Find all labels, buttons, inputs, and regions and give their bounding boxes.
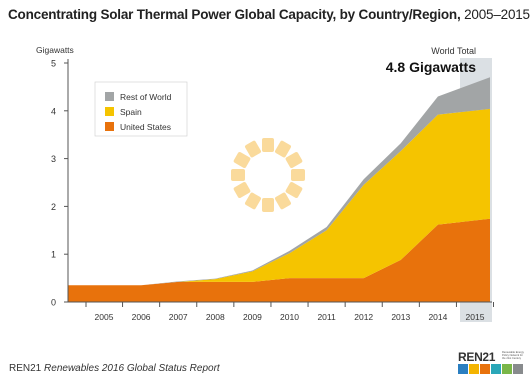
legend-label: United States — [120, 122, 171, 132]
chart-title: Concentrating Solar Thermal Power Global… — [8, 7, 530, 22]
area-series-rest-of-world — [68, 77, 490, 286]
y-tick-label: 0 — [51, 298, 56, 308]
sun-petal-icon — [233, 182, 251, 198]
sun-petal-icon — [285, 182, 303, 198]
sun-petal-icon — [291, 169, 305, 181]
sun-petal-icon — [275, 140, 291, 158]
sun-petal-icon — [285, 152, 303, 168]
x-tick-label: 2005 — [95, 312, 114, 322]
sun-petal-icon — [245, 140, 261, 158]
sun-petal-icon — [231, 169, 245, 181]
world-total-value: 4.8 Gigawatts — [386, 59, 476, 75]
sun-petal-icon — [275, 192, 291, 210]
y-tick-label: 4 — [51, 106, 56, 116]
y-axis-label: Gigawatts — [36, 45, 74, 55]
x-tick-label: 2010 — [280, 312, 299, 322]
chart-title-main: Concentrating Solar Thermal Power Global… — [8, 7, 461, 22]
y-tick-label: 1 — [51, 250, 56, 260]
y-tick-label: 5 — [51, 59, 56, 69]
x-tick-label: 2009 — [243, 312, 262, 322]
source-citation: REN21 Renewables 2016 Global Status Repo… — [9, 363, 220, 374]
x-tick-label: 2014 — [428, 312, 447, 322]
legend-swatch — [105, 92, 114, 101]
logo-square-orange — [480, 364, 490, 374]
x-tick-label: 2012 — [354, 312, 373, 322]
sun-petal-icon — [233, 152, 251, 168]
x-tick-label: 2007 — [169, 312, 188, 322]
source-publication: Renewables 2016 Global Status Report — [44, 363, 220, 374]
source-org: REN21 — [9, 363, 42, 374]
area-series-spain — [68, 108, 490, 286]
y-tick-label: 2 — [51, 202, 56, 212]
legend-swatch — [105, 122, 114, 131]
x-tick-label: 2008 — [206, 312, 225, 322]
sun-petal-icon — [262, 138, 274, 152]
logo-tagline: Renewable Energy Policy Network for the … — [502, 351, 524, 361]
logo-square-green — [502, 364, 512, 374]
logo-square-yellow — [469, 364, 479, 374]
logo-square-blue — [458, 364, 468, 374]
area-series-united-states — [68, 218, 490, 302]
y-tick-label: 3 — [51, 154, 56, 164]
chart-title-years: 2005–2015 — [464, 7, 530, 22]
logo-square-gray — [513, 364, 523, 374]
world-total-label: World Total — [431, 46, 476, 56]
x-tick-label: 2015 — [466, 312, 485, 322]
sun-petal-icon — [245, 192, 261, 210]
x-tick-label: 2006 — [132, 312, 151, 322]
x-tick-label: 2011 — [317, 312, 336, 322]
logo-wordmark: REN21 — [458, 350, 496, 364]
ren21-logo: REN21 Renewable Energy Policy Network fo… — [458, 350, 524, 378]
x-tick-label: 2013 — [391, 312, 410, 322]
legend-label: Spain — [120, 107, 142, 117]
logo-square-teal — [491, 364, 501, 374]
sun-petal-icon — [262, 198, 274, 212]
legend-label: Rest of World — [120, 92, 172, 102]
legend-swatch — [105, 107, 114, 116]
